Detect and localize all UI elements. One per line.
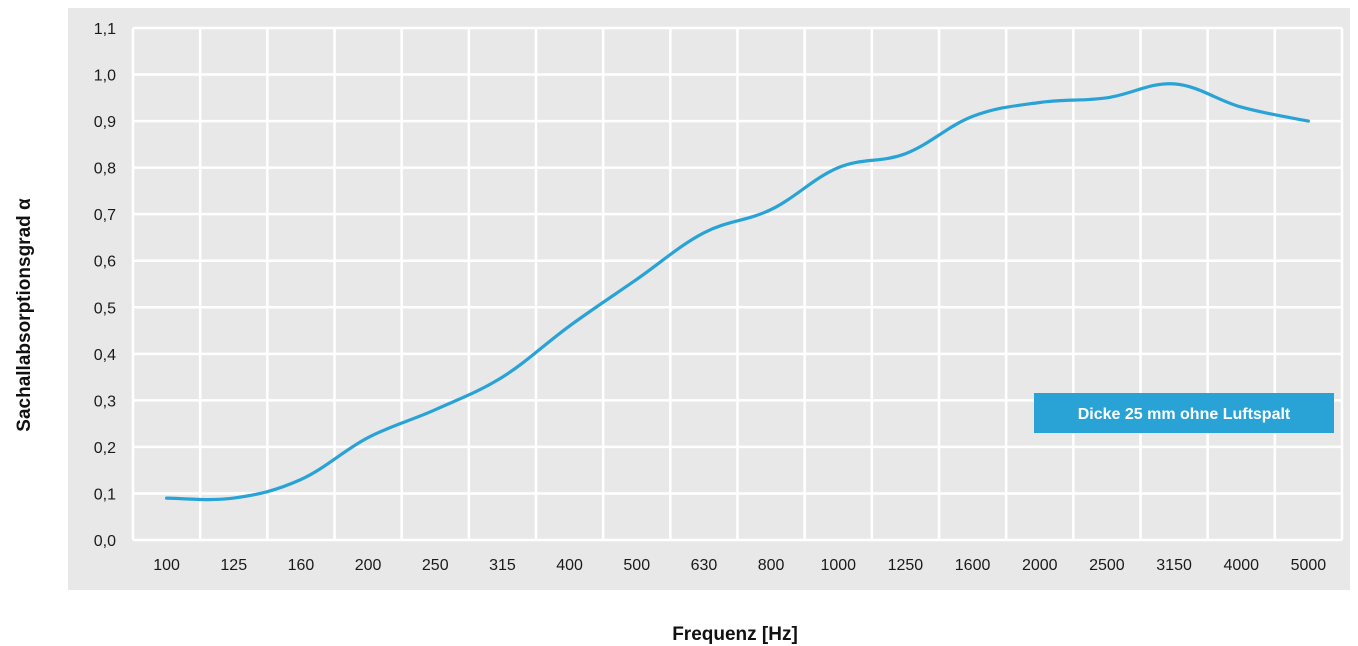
legend-label: Dicke 25 mm ohne Luftspalt [1078,406,1291,423]
x-tick-label: 400 [556,557,583,574]
y-axis-title: Sachallabsorptionsgrad α [14,198,35,432]
y-tick-label: 0,0 [94,533,116,550]
x-tick-label: 2000 [1022,557,1058,574]
legend-box [1034,393,1334,433]
x-tick-label: 2500 [1089,557,1125,574]
y-tick-label: 0,5 [94,300,116,317]
legend: Dicke 25 mm ohne Luftspalt [1034,393,1334,433]
x-tick-label: 800 [758,557,785,574]
x-tick-label: 5000 [1291,557,1327,574]
x-tick-label: 500 [623,557,650,574]
x-tick-label: 315 [489,557,516,574]
y-tick-label: 0,3 [94,393,116,410]
x-tick-label: 1250 [888,557,924,574]
y-tick-label: 0,6 [94,254,116,271]
x-tick-label: 4000 [1223,557,1259,574]
x-tick-label: 160 [288,557,315,574]
x-tick-label: 200 [355,557,382,574]
x-axis-title: Frequenz [Hz] [672,624,798,645]
y-tick-label: 0,1 [94,486,116,503]
x-tick-label: 250 [422,557,449,574]
y-tick-label: 0,7 [94,207,116,224]
x-tick-label: 100 [153,557,180,574]
grid [131,26,1344,542]
x-tick-label: 630 [691,557,718,574]
series-group [165,82,1310,502]
y-tick-label: 0,9 [94,114,116,131]
series-line [165,82,1310,502]
y-tick-label: 1,1 [94,21,116,38]
y-tick-label: 0,2 [94,440,116,457]
x-tick-label: 3150 [1156,557,1192,574]
y-tick-label: 0,4 [94,347,116,364]
x-tick-label: 1600 [955,557,991,574]
y-tick-label: 0,8 [94,161,116,178]
x-tick-label: 1000 [820,557,856,574]
x-tick-labels: 100 125 160 200 250 315 400 500 630 800 1000 1250 16… [153,557,1326,574]
plot-background [68,8,1350,590]
x-tick-label: 125 [220,557,247,574]
y-tick-label: 1,0 [94,68,116,85]
y-tick-labels: 0,0 0,1 0,2 0,3 0,4 0,5 0,6 0,7 0,8 0,9 1,0 1,1 [94,21,116,550]
